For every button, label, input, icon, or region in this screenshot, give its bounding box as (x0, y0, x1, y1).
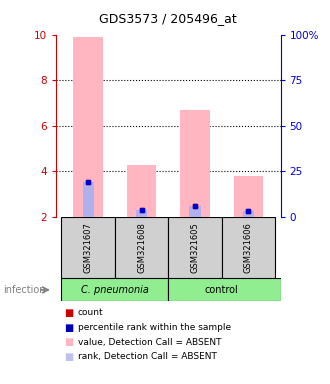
Bar (222, 217, 275, 278)
Bar (127, 164, 156, 217)
Text: GSM321608: GSM321608 (137, 222, 146, 273)
Text: rank, Detection Call = ABSENT: rank, Detection Call = ABSENT (78, 352, 216, 361)
Bar (180, 110, 210, 217)
Bar (189, 205, 201, 217)
Text: C. pneumonia: C. pneumonia (81, 285, 149, 295)
Text: GSM321607: GSM321607 (84, 222, 93, 273)
Text: GSM321606: GSM321606 (244, 222, 253, 273)
Text: ■: ■ (64, 337, 74, 347)
Bar (234, 176, 263, 217)
Bar (74, 37, 103, 217)
Bar (168, 217, 222, 278)
Text: control: control (205, 285, 239, 295)
Text: GSM321605: GSM321605 (190, 222, 200, 273)
Text: ■: ■ (64, 308, 74, 318)
Bar (243, 211, 254, 217)
Bar (61, 278, 168, 301)
Text: ■: ■ (64, 323, 74, 333)
Bar (115, 217, 168, 278)
Text: percentile rank within the sample: percentile rank within the sample (78, 323, 231, 332)
Text: count: count (78, 308, 103, 318)
Bar (61, 217, 115, 278)
Text: infection: infection (3, 285, 46, 295)
Bar (82, 182, 94, 217)
Bar (168, 278, 280, 301)
Text: GDS3573 / 205496_at: GDS3573 / 205496_at (99, 12, 237, 25)
Text: ■: ■ (64, 352, 74, 362)
Text: value, Detection Call = ABSENT: value, Detection Call = ABSENT (78, 338, 221, 347)
Bar (136, 210, 147, 217)
